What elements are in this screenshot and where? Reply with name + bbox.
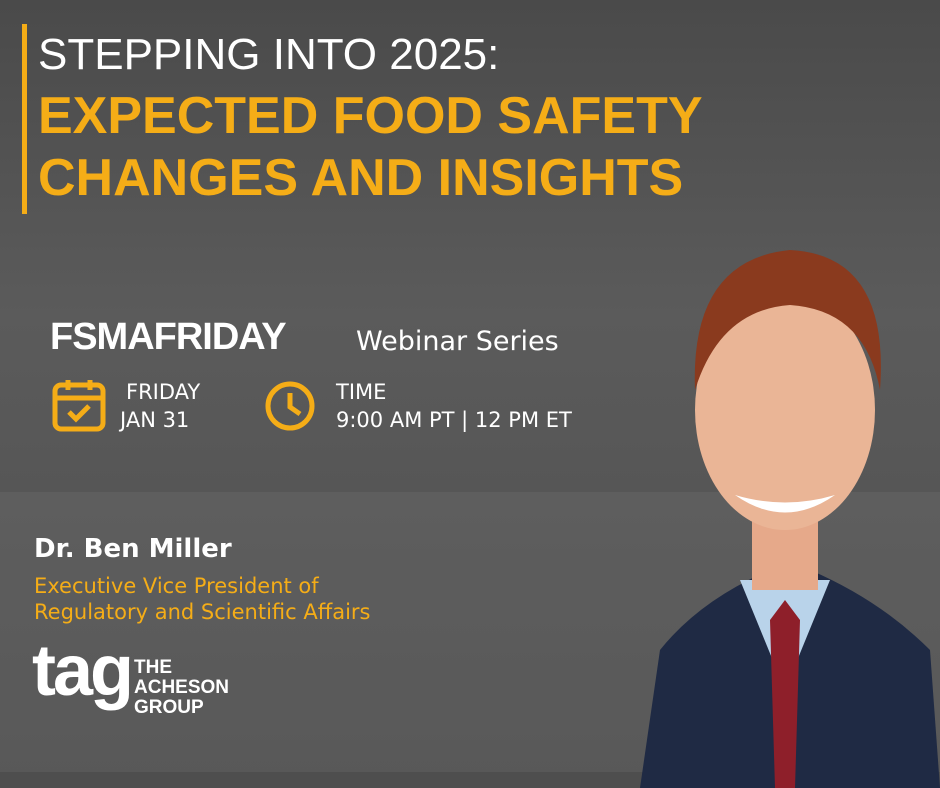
series-brand: FSMAFRIDAY [50, 316, 287, 358]
logo-line: GROUP [134, 697, 204, 718]
series-label: Webinar Series [356, 326, 559, 357]
logo-line: THE [134, 657, 172, 678]
time-label: TIME [336, 380, 387, 404]
speaker-name: Dr. Ben Miller [34, 534, 232, 564]
date-value: JAN 31 [120, 408, 190, 432]
logo-line: ACHESON [134, 677, 230, 698]
clock-icon [265, 381, 315, 431]
date-label: FRIDAY [126, 380, 201, 404]
calendar-icon [52, 380, 106, 432]
title-line: CHANGES AND INSIGHTS [38, 149, 684, 207]
speaker-title: Executive Vice President of [34, 574, 319, 598]
logo-mark: tag [32, 631, 134, 711]
accent-bar [22, 24, 27, 214]
title-line: EXPECTED FOOD SAFETY [38, 87, 703, 145]
title-line: STEPPING INTO 2025: [38, 30, 500, 79]
time-value: 9:00 AM PT | 12 PM ET [336, 408, 572, 432]
speaker-photo [640, 250, 940, 788]
speaker-title: Regulatory and Scientific Affairs [34, 600, 371, 624]
